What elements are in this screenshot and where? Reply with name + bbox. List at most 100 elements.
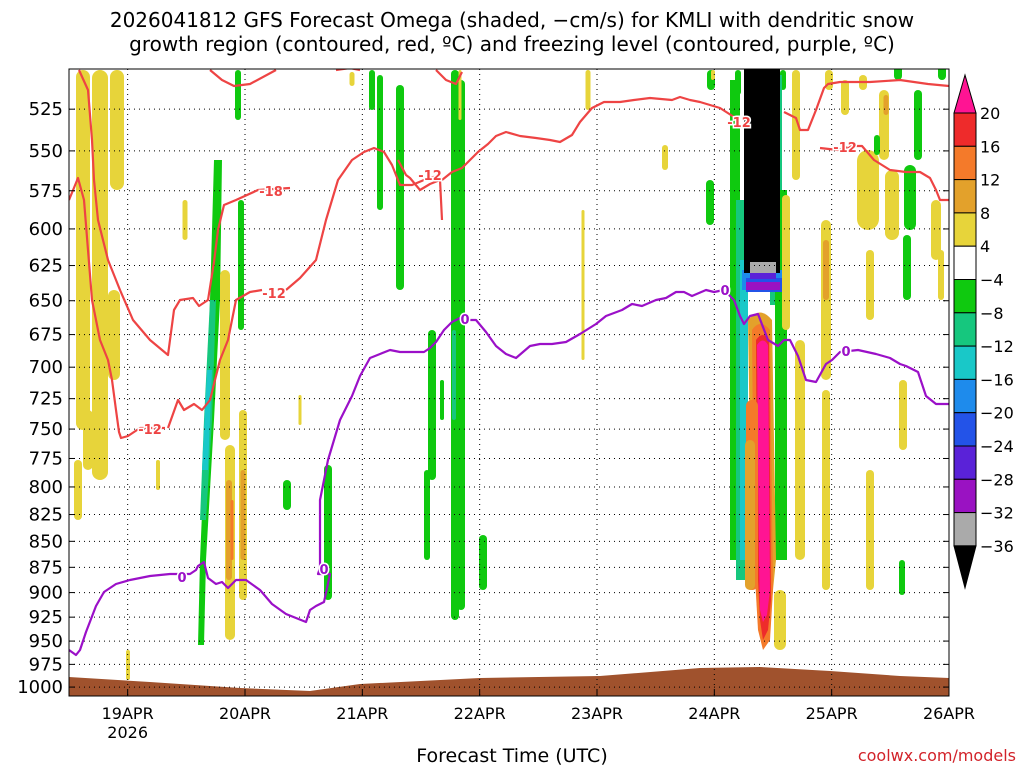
y-tick-label: 975 <box>29 654 63 675</box>
shade-cell <box>711 70 715 80</box>
shade-cell <box>744 69 780 273</box>
shade-cell <box>874 135 880 155</box>
shade-cell <box>885 170 899 240</box>
colorbar-segment <box>953 279 977 314</box>
dgz-contour-label: -12 <box>418 169 442 184</box>
shade-cell <box>74 460 82 520</box>
shade-cell <box>458 70 462 120</box>
colorbar-segment <box>953 512 977 547</box>
shade-cell <box>230 500 234 560</box>
dgz-contour <box>285 146 441 291</box>
shade-cell <box>479 535 487 590</box>
shade-cell <box>904 165 916 230</box>
colorbar-segment <box>953 478 977 514</box>
freezing-contour-label: 0 <box>319 563 328 578</box>
shade-cell <box>903 235 911 300</box>
terrain-area <box>69 667 949 696</box>
freezing-contour <box>69 288 949 657</box>
shade-cell <box>899 560 905 595</box>
freezing-contour-label: 0 <box>841 345 850 360</box>
colorbar-label: −12 <box>980 337 1014 356</box>
colorbar: 20 16 12 8 4 −4 −8 −12 −16 −20 −24 −28 −32 −36 <box>953 73 1014 590</box>
colorbar-label: −20 <box>980 404 1014 423</box>
dgz-contour <box>209 69 277 88</box>
shade-cell <box>240 470 246 560</box>
dgz-contour <box>397 159 444 221</box>
shade-cell <box>750 273 776 279</box>
y-tick-label: 900 <box>29 583 63 604</box>
y-tick-label: 775 <box>29 448 63 469</box>
colorbar-label: −24 <box>980 437 1014 456</box>
shade-cell <box>822 390 830 590</box>
colorbar-label: 16 <box>980 137 1000 156</box>
title-line-1: 2026041812 GFS Forecast Omega (shaded, −… <box>109 8 915 32</box>
shade-cell <box>894 69 902 80</box>
shade-cell <box>369 70 375 110</box>
shade-cell <box>424 470 430 560</box>
y-tick-label: 625 <box>29 256 63 277</box>
freezing-contour-label: 0 <box>460 313 469 328</box>
shade-cell <box>883 95 889 115</box>
shade-cell <box>581 210 585 360</box>
y-tick-label: 600 <box>29 219 63 240</box>
shade-cell <box>757 340 770 622</box>
colorbar-label: −28 <box>980 470 1014 489</box>
dgz-contour-label: -18 <box>259 185 283 200</box>
colorbar-segment <box>953 245 977 280</box>
credit-text: coolwx.com/models <box>857 746 1016 765</box>
shade-cell <box>740 260 748 560</box>
shade-cell <box>283 480 291 510</box>
y-tick-label: 675 <box>29 325 63 346</box>
shade-cell <box>92 70 108 480</box>
x-axis: 19APR 20APR 21APR 22APR 23APR 24APR 25APR 26APR… <box>102 690 975 742</box>
dgz-contour <box>69 176 165 440</box>
dgz-contour-label: -12 <box>138 423 162 438</box>
grid-lines <box>69 69 950 696</box>
shade-cell <box>823 240 829 300</box>
plot-frame <box>68 68 950 697</box>
y-tick-label: 700 <box>29 357 63 378</box>
omega-shading <box>74 69 946 680</box>
x-year-label: 2026 <box>107 723 148 742</box>
dgz-contour-label: -12 <box>262 287 286 302</box>
colorbar-segment <box>953 112 977 147</box>
shade-cell <box>298 395 302 425</box>
shade-cell <box>324 465 332 600</box>
shade-cell <box>792 70 800 180</box>
shade-cell <box>156 460 160 490</box>
shade-cell <box>938 250 944 300</box>
dgz-contour <box>819 144 949 202</box>
shade-cell <box>349 72 355 86</box>
shade-cell <box>585 70 591 110</box>
dgz-contour-label: -12 <box>727 116 751 131</box>
freezing-contour-label: 0 <box>177 571 186 586</box>
shade-cell <box>795 340 805 560</box>
dgz-contour <box>166 288 263 429</box>
colorbar-label: 8 <box>980 204 990 223</box>
shade-cell <box>76 70 90 430</box>
x-tick-label: 23APR <box>571 704 623 723</box>
y-axis: 525 550 575 600 625 650 675 700 725 750 775 800 825 8… <box>17 99 949 698</box>
shade-cell <box>938 69 946 80</box>
shade-cell <box>182 200 188 240</box>
colorbar-segment <box>953 412 977 447</box>
y-tick-label: 925 <box>29 607 63 628</box>
shade-cell <box>841 80 849 115</box>
y-tick-label: 825 <box>29 505 63 526</box>
shade-cell <box>428 330 436 480</box>
colorbar-segment <box>953 345 977 380</box>
shade-cell <box>238 200 244 330</box>
y-tick-label: 750 <box>29 419 63 440</box>
x-tick-label: 20APR <box>219 704 271 723</box>
y-tick-label: 875 <box>29 557 63 578</box>
colorbar-segment <box>953 145 977 181</box>
shade-cell <box>866 470 874 590</box>
y-tick-label: 525 <box>29 99 63 120</box>
y-tick-label: 550 <box>29 141 63 162</box>
colorbar-segment <box>953 445 977 480</box>
x-tick-label: 26APR <box>923 704 975 723</box>
dgz-contour-label: -12 <box>833 141 857 156</box>
shade-cell <box>396 85 404 290</box>
shade-cell <box>746 282 780 290</box>
colorbar-label: 4 <box>980 237 990 256</box>
